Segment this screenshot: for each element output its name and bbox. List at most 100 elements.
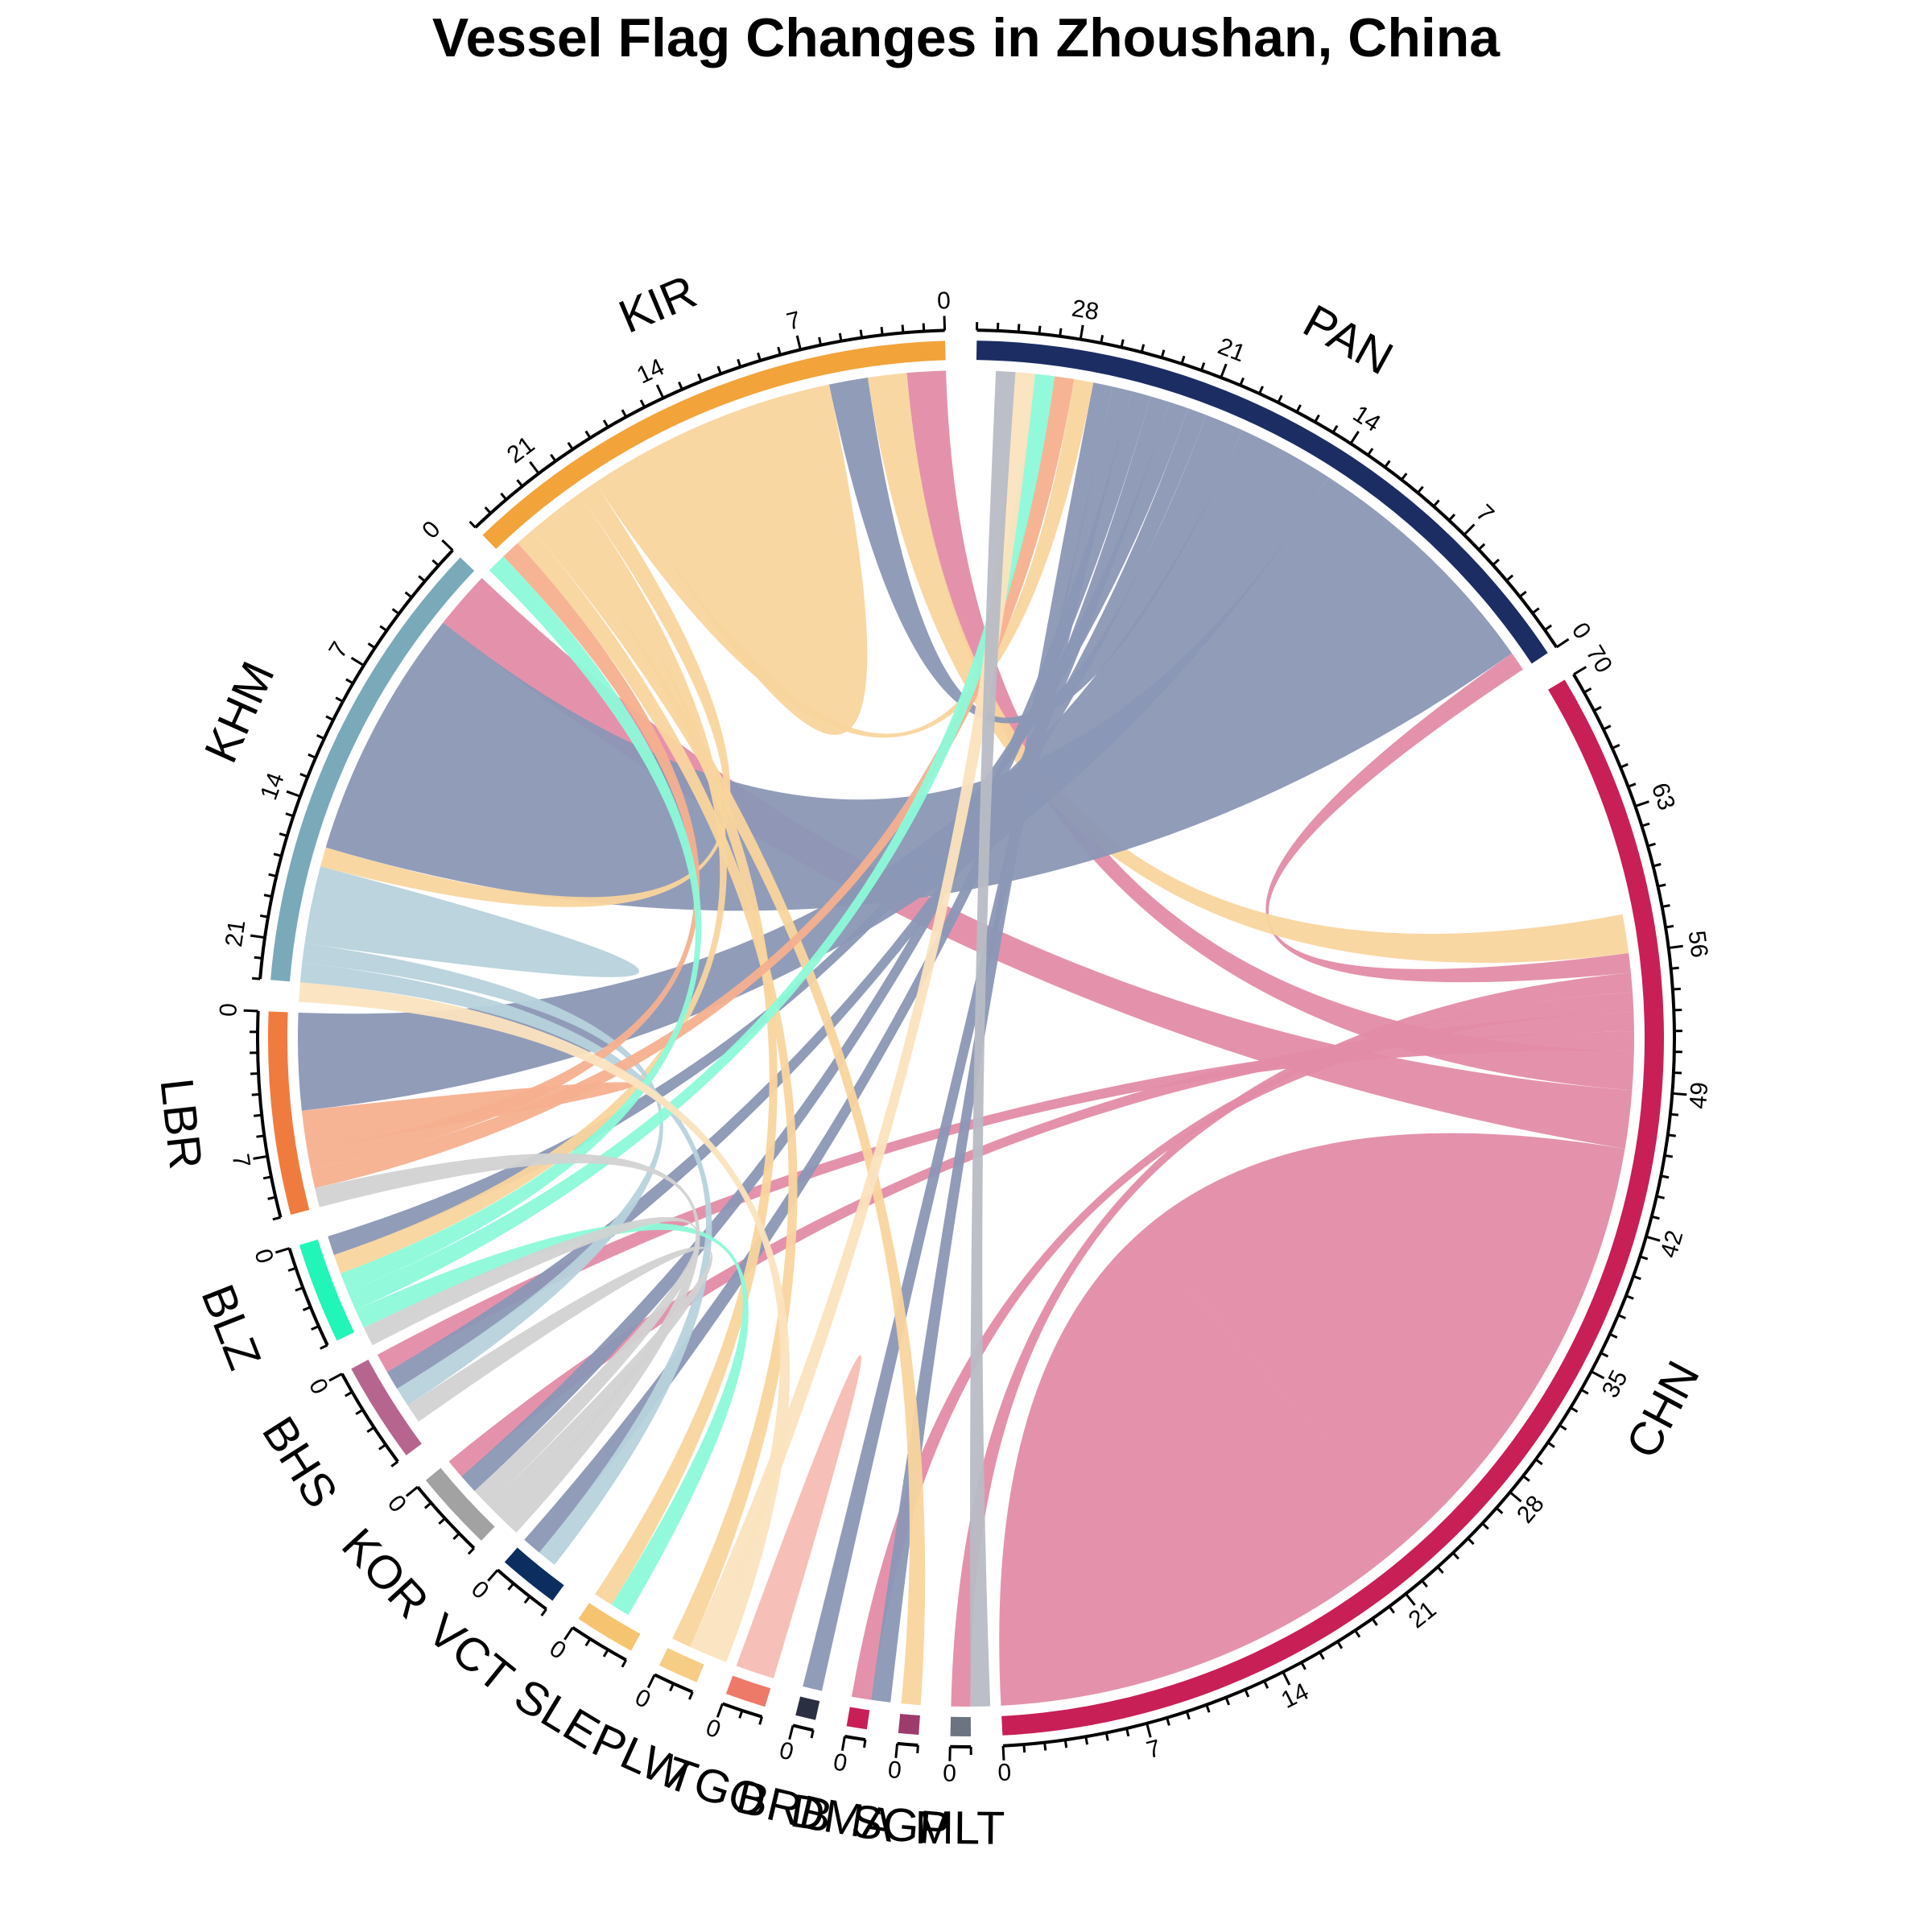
tick-mark (378, 1443, 386, 1451)
tick-mark (550, 453, 557, 462)
tick-mark (1583, 687, 1592, 694)
tick-mark (529, 460, 540, 475)
tick-label: 0 (303, 1374, 333, 1398)
tick-label: 28 (1512, 1491, 1550, 1529)
tick-mark (678, 381, 683, 390)
tick-mark (1205, 1704, 1211, 1713)
tick-mark (1647, 842, 1656, 848)
tick-mark (295, 1286, 303, 1292)
tick-mark (639, 399, 646, 408)
sector-arc-tgo (725, 1675, 771, 1707)
tick-mark (500, 492, 508, 501)
tick-mark (1336, 1641, 1344, 1649)
tick-mark (1544, 624, 1553, 631)
ribbon-layer (297, 370, 1634, 1707)
tick-mark (1534, 1458, 1543, 1466)
tick-mark (1481, 1522, 1489, 1530)
sector-axis-vct (496, 1568, 547, 1611)
tick-mark (1531, 607, 1540, 614)
ribbon-chn-pan (1265, 653, 1631, 983)
tick-mark (1463, 523, 1476, 536)
tick-mark (1022, 1744, 1026, 1753)
tick-mark (1100, 335, 1104, 344)
tick-mark (1591, 1370, 1605, 1380)
tick-mark (621, 409, 628, 418)
tick-mark (302, 1306, 312, 1311)
tick-mark (367, 642, 376, 650)
sector-arc-dma (846, 1707, 870, 1730)
tick-mark (697, 373, 703, 382)
tick-label: 0 (417, 516, 445, 544)
tick-mark (777, 346, 782, 356)
tick-mark (423, 1501, 432, 1509)
tick-mark (516, 479, 523, 487)
tick-label: 0 (832, 1748, 849, 1777)
ribbon-pan-lbr (297, 430, 1329, 1111)
sector-axis-tgo (721, 1702, 763, 1719)
tick-mark (602, 419, 609, 428)
tick-mark (1180, 355, 1186, 365)
tick-mark (1224, 1697, 1231, 1706)
tick-mark (1672, 1092, 1687, 1096)
tick-mark (1043, 1742, 1047, 1751)
tick-mark (1657, 883, 1666, 888)
sector-label-mlt: MLT (914, 1802, 1005, 1855)
tick-mark (1603, 724, 1612, 731)
tick-mark (1038, 325, 1042, 334)
tick-mark (1084, 1736, 1089, 1745)
sector-lbr: 0 7 LBR (151, 1003, 310, 1221)
tick-mark (405, 1485, 419, 1497)
tick-mark (441, 539, 454, 551)
sector-arc-bhs (351, 1360, 422, 1455)
tick-mark (243, 1009, 258, 1013)
ribbon-pan-dma (871, 382, 1113, 1703)
tick-mark (267, 1195, 276, 1200)
sector-axis-lbr (256, 1010, 283, 1218)
ribbon-tgo-tgo (736, 1355, 861, 1678)
sector-axis-bhs (341, 1373, 399, 1463)
tick-mark (1104, 1732, 1109, 1741)
tick-mark (1277, 394, 1283, 403)
tick-mark (1220, 363, 1228, 378)
tick-mark (1239, 377, 1245, 386)
tick-mark (1668, 944, 1683, 950)
tick-mark (355, 1409, 364, 1415)
tick-mark (452, 1532, 460, 1540)
sector-label-bhs: BHS (252, 1408, 348, 1517)
tick-mark (1656, 1195, 1665, 1199)
tick-mark (1059, 328, 1063, 336)
tick-label: 14 (255, 770, 289, 804)
tick-mark (253, 1154, 268, 1160)
tick-mark (328, 1373, 343, 1382)
tick-label: 7 (1144, 1735, 1164, 1764)
ribbon-mlt-pan (970, 370, 1016, 1707)
tick-mark (1628, 782, 1637, 788)
tick-mark (1558, 1424, 1567, 1431)
tick-mark (345, 1390, 353, 1397)
tick-mark (1388, 1605, 1396, 1614)
sector-axis-pan (976, 328, 1558, 649)
tick-mark (268, 873, 277, 877)
tick-mark (880, 327, 884, 336)
tick-mark (1653, 863, 1662, 868)
tick-label: 0 (937, 287, 952, 314)
tick-mark (1120, 339, 1125, 348)
tick-label: 0 (249, 1246, 278, 1267)
tick-mark (1367, 448, 1374, 456)
ribbon-pan-khm (325, 477, 1513, 911)
tick-mark (1400, 473, 1408, 481)
tick-label: 56 (1683, 929, 1713, 959)
tick-mark (1354, 1629, 1361, 1638)
tick-mark (1495, 1507, 1504, 1515)
tick-label: 49 (1685, 1081, 1713, 1110)
tick-mark (1639, 1255, 1649, 1261)
tick-mark (1670, 1113, 1679, 1117)
sector-axis-sgp (897, 1741, 919, 1747)
tick-mark (1405, 1592, 1416, 1606)
tick-mark (254, 1113, 262, 1117)
tick-mark (1625, 1294, 1634, 1300)
tick-mark (564, 1627, 574, 1641)
tick-mark (1660, 1174, 1670, 1179)
ribbon-pan-brb (803, 386, 1132, 1691)
